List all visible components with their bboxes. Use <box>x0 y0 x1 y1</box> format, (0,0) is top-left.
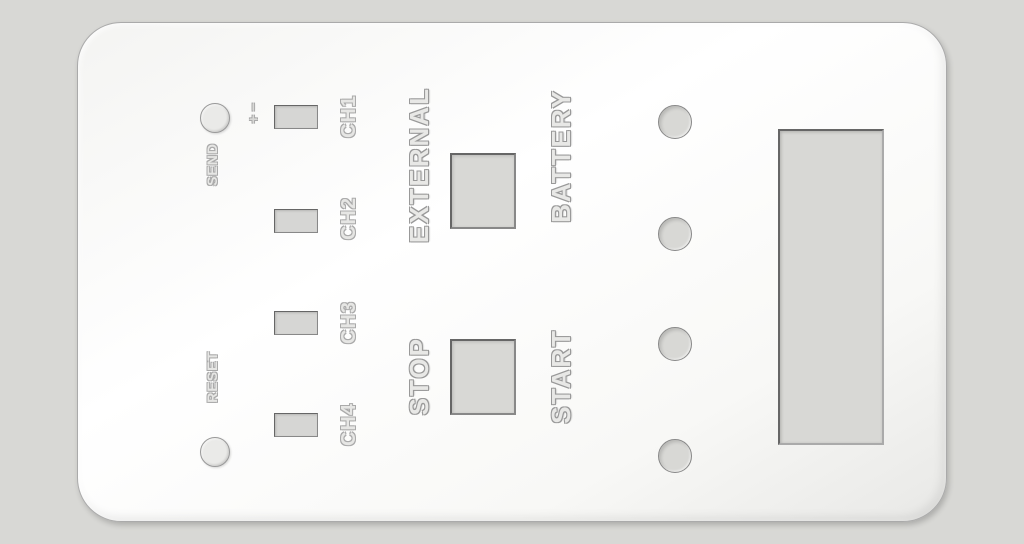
send-button[interactable] <box>200 103 230 133</box>
slot-ch2[interactable] <box>274 209 318 233</box>
display-screen <box>778 129 884 445</box>
slot-ch4[interactable] <box>274 413 318 437</box>
device-panel: BATTERY START EXTERNAL STOP CH1 CH2 CH3 … <box>77 22 947 522</box>
label-ch3: CH3 <box>338 301 361 344</box>
slot-ch1[interactable] <box>274 105 318 129</box>
reset-button[interactable] <box>200 437 230 467</box>
led-2 <box>658 217 692 251</box>
led-3 <box>658 327 692 361</box>
label-start: START <box>546 329 577 424</box>
label-ch4: CH4 <box>338 403 361 446</box>
label-ch2: CH2 <box>338 197 361 240</box>
label-send: SEND <box>204 143 220 186</box>
label-external: EXTERNAL <box>404 87 435 243</box>
label-ch1: CH1 <box>338 95 361 138</box>
stop-button[interactable] <box>450 339 516 415</box>
slot-ch3[interactable] <box>274 311 318 335</box>
led-4 <box>658 439 692 473</box>
led-1 <box>658 105 692 139</box>
start-button[interactable] <box>450 153 516 229</box>
label-reset: RESET <box>204 351 220 403</box>
label-battery: BATTERY <box>546 89 577 223</box>
plus-minus-mark: + − <box>246 103 261 123</box>
label-stop: STOP <box>404 337 435 415</box>
